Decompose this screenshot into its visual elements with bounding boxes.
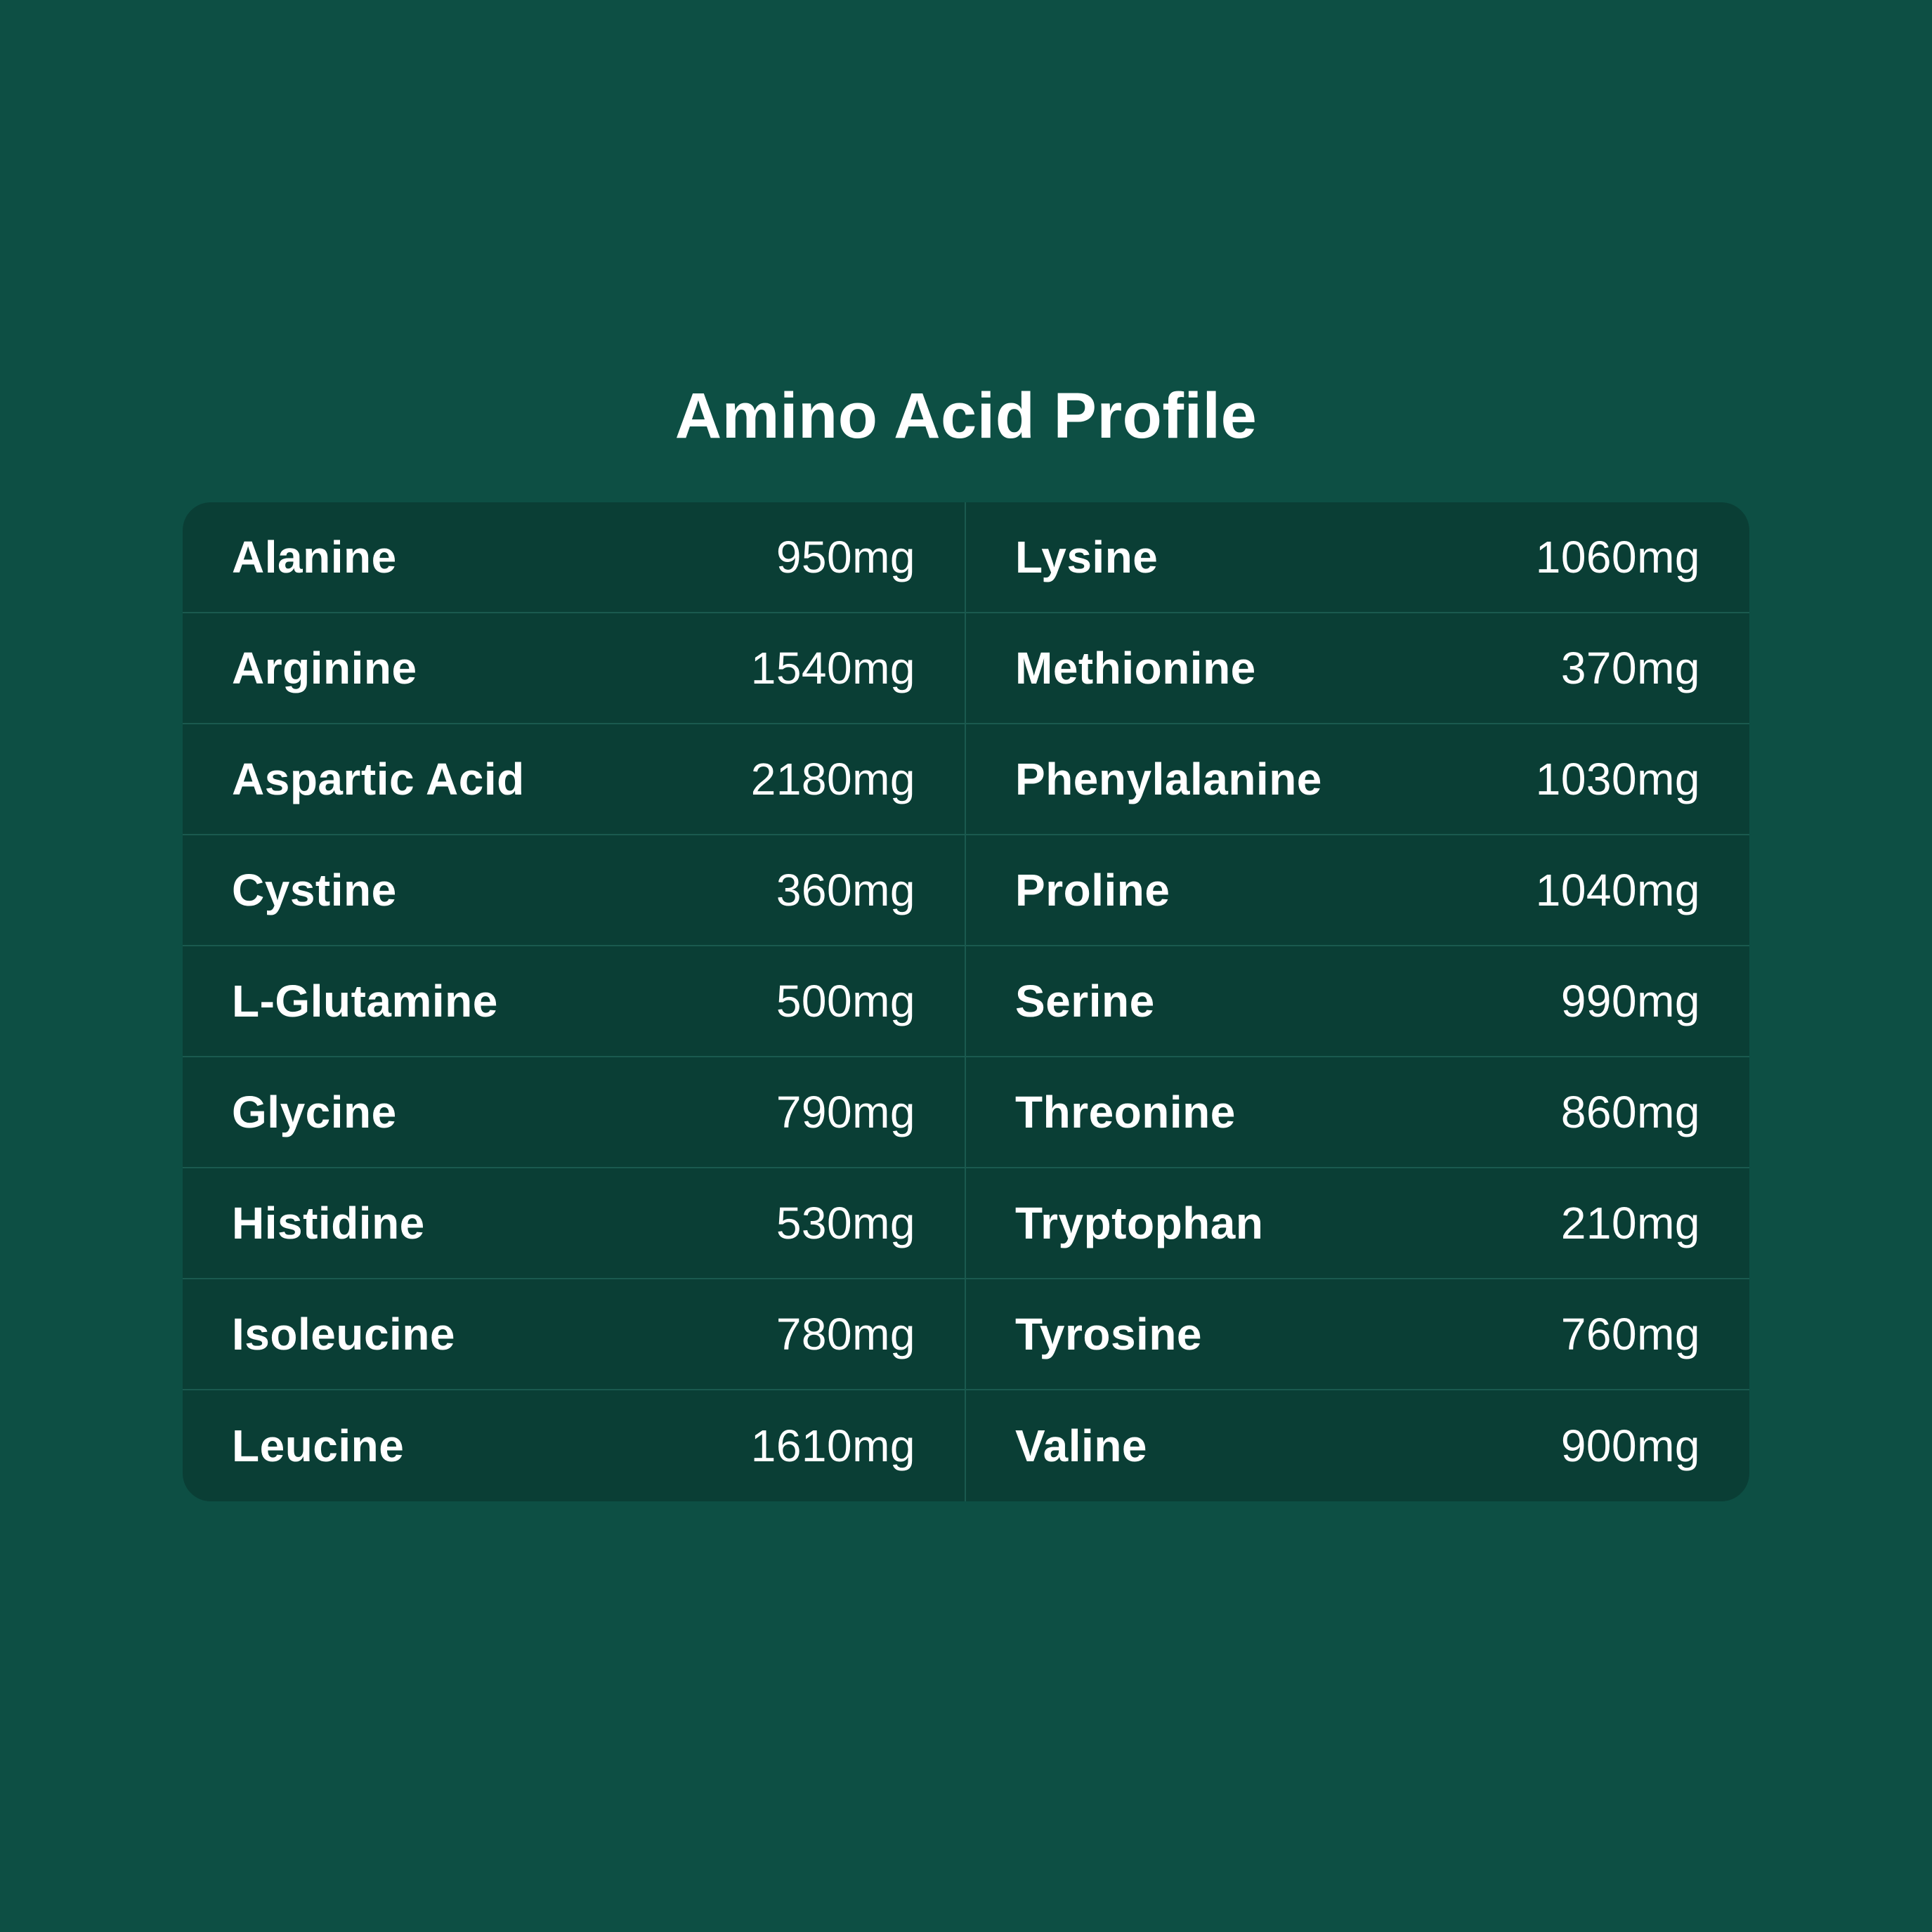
table-row: Serine 990mg xyxy=(966,946,1749,1057)
table-column-right: Lysine 1060mg Methionine 370mg Phenylalani… xyxy=(966,502,1749,1501)
amino-value: 500mg xyxy=(776,975,915,1027)
amino-value: 760mg xyxy=(1561,1308,1700,1360)
amino-value: 780mg xyxy=(776,1308,915,1360)
table-row: Leucine 1610mg xyxy=(183,1390,966,1501)
amino-name: Isoleucine xyxy=(232,1308,455,1360)
amino-value: 360mg xyxy=(776,864,915,916)
table-row: Tyrosine 760mg xyxy=(966,1279,1749,1390)
amino-name: Histidine xyxy=(232,1197,425,1249)
amino-name: Alanine xyxy=(232,531,397,583)
table-row: Phenylalanine 1030mg xyxy=(966,724,1749,835)
table-row: Arginine 1540mg xyxy=(183,613,966,724)
table-row: Lysine 1060mg xyxy=(966,502,1749,613)
amino-value: 1610mg xyxy=(751,1420,915,1472)
amino-name: Glycine xyxy=(232,1086,397,1138)
table-row: L-Glutamine 500mg xyxy=(183,946,966,1057)
amino-acid-table: Alanine 950mg Arginine 1540mg Aspartic Aci… xyxy=(183,502,1749,1501)
amino-name: Tyrosine xyxy=(1015,1308,1202,1360)
amino-value: 370mg xyxy=(1561,642,1700,694)
amino-value: 790mg xyxy=(776,1086,915,1138)
amino-value: 860mg xyxy=(1561,1086,1700,1138)
amino-name: Tryptophan xyxy=(1015,1197,1263,1249)
table-row: Isoleucine 780mg xyxy=(183,1279,966,1390)
amino-name: Serine xyxy=(1015,975,1155,1027)
amino-name: Aspartic Acid xyxy=(232,753,525,805)
amino-value: 2180mg xyxy=(751,753,915,805)
amino-value: 1030mg xyxy=(1536,753,1700,805)
amino-name: Valine xyxy=(1015,1420,1147,1472)
amino-name: L-Glutamine xyxy=(232,975,498,1027)
table-row: Glycine 790mg xyxy=(183,1057,966,1168)
amino-name: Methionine xyxy=(1015,642,1256,694)
amino-name: Cystine xyxy=(232,864,397,916)
amino-name: Arginine xyxy=(232,642,417,694)
amino-name: Leucine xyxy=(232,1420,404,1472)
table-row: Valine 900mg xyxy=(966,1390,1749,1501)
table-row: Aspartic Acid 2180mg xyxy=(183,724,966,835)
table-row: Methionine 370mg xyxy=(966,613,1749,724)
amino-value: 1540mg xyxy=(751,642,915,694)
amino-value: 530mg xyxy=(776,1197,915,1249)
table-row: Tryptophan 210mg xyxy=(966,1168,1749,1279)
amino-name: Lysine xyxy=(1015,531,1158,583)
amino-name: Threonine xyxy=(1015,1086,1236,1138)
table-row: Threonine 860mg xyxy=(966,1057,1749,1168)
page-title: Amino Acid Profile xyxy=(675,379,1258,453)
amino-value: 1060mg xyxy=(1536,531,1700,583)
table-row: Cystine 360mg xyxy=(183,835,966,946)
amino-value: 990mg xyxy=(1561,975,1700,1027)
amino-name: Proline xyxy=(1015,864,1170,916)
amino-value: 950mg xyxy=(776,531,915,583)
amino-value: 900mg xyxy=(1561,1420,1700,1472)
table-column-left: Alanine 950mg Arginine 1540mg Aspartic Aci… xyxy=(183,502,966,1501)
amino-value: 1040mg xyxy=(1536,864,1700,916)
table-row: Alanine 950mg xyxy=(183,502,966,613)
amino-name: Phenylalanine xyxy=(1015,753,1322,805)
table-row: Histidine 530mg xyxy=(183,1168,966,1279)
amino-value: 210mg xyxy=(1561,1197,1700,1249)
table-row: Proline 1040mg xyxy=(966,835,1749,946)
